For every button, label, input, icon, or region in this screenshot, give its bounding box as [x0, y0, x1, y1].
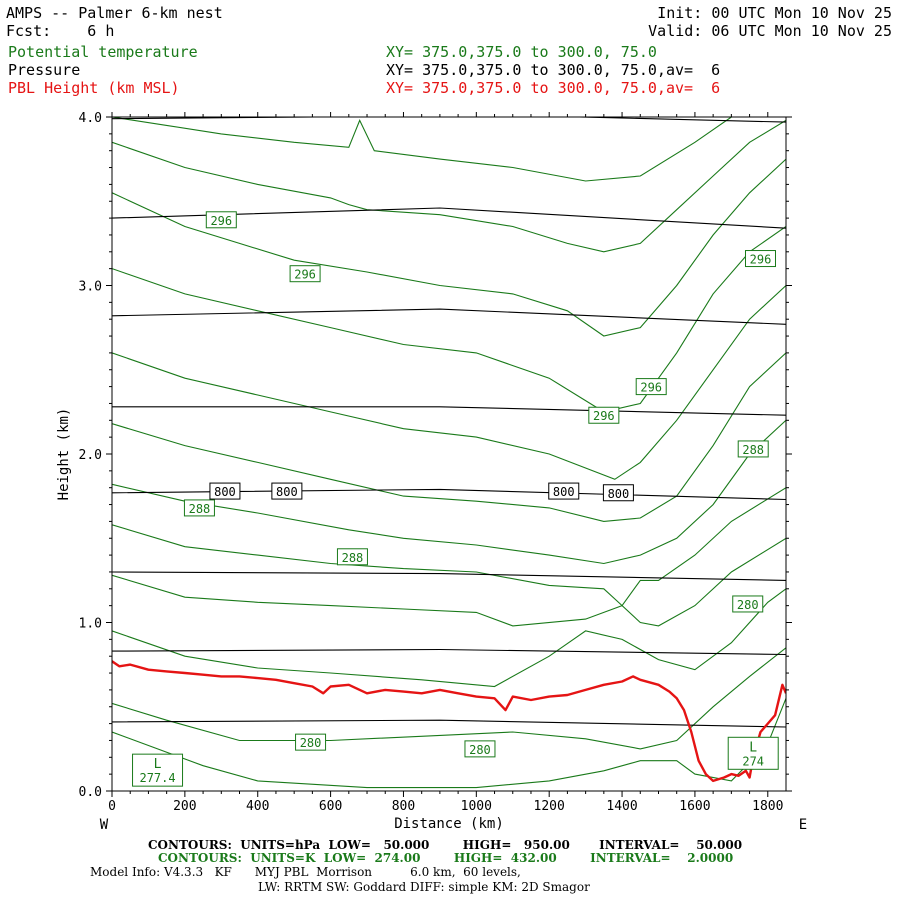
valid-time: Valid: 06 UTC Mon 10 Nov 25: [648, 22, 892, 40]
pressure-contour-line: [112, 117, 786, 123]
legend-pressure-label: Pressure: [8, 61, 81, 79]
low-letter: L: [749, 740, 757, 755]
forecast-hour: Fcst: 6 h: [6, 22, 115, 40]
pbl-height-line: [112, 660, 786, 783]
x-tick-label: 1000: [461, 799, 492, 814]
footer-model-info-2: LW: RRTM SW: Goddard DIFF: simple KM: 2D…: [258, 880, 590, 894]
pressure-label: 800: [214, 485, 236, 499]
low-box: [132, 753, 184, 787]
theta-label-box: [744, 250, 776, 268]
legend-pbl-label: PBL Height (km MSL): [8, 79, 180, 97]
x-tick-label: 400: [246, 799, 269, 814]
y-tick-label: 1.0: [79, 617, 102, 632]
theta-contour-line: [112, 419, 786, 565]
theta-label-box: [205, 211, 237, 229]
theta-label: 296: [640, 381, 662, 395]
low-value: 274: [742, 754, 764, 768]
theta-contour-line: [112, 158, 786, 337]
theta-contours: [112, 117, 786, 789]
pressure-contour-line: [112, 308, 786, 325]
x-tick-label: 0: [108, 799, 116, 814]
pressure-contour-line: [112, 406, 786, 416]
theta-label: 288: [189, 502, 211, 516]
x-tick-label: 600: [319, 799, 342, 814]
theta-label: 296: [593, 409, 615, 423]
footer-theta-contours: CONTOURS: UNITS=K LOW= 274.00 HIGH= 432.…: [158, 851, 734, 865]
pressure-contours: [112, 117, 786, 728]
theta-contour-line: [112, 226, 786, 413]
pressure-contour-line: [112, 648, 786, 656]
theta-label-box: [464, 740, 496, 758]
theta-label-box: [635, 378, 667, 396]
x-tick-label: 200: [173, 799, 196, 814]
x-tick-label: 1400: [606, 799, 637, 814]
init-time: Init: 00 UTC Mon 10 Nov 25: [657, 4, 892, 22]
theta-contour-line: [112, 285, 786, 480]
pressure-label-box: [271, 482, 303, 500]
theta-label: 296: [294, 268, 316, 282]
footer-model-info: Model Info: V4.3.3 KF MYJ PBL Morrison 6…: [90, 865, 521, 879]
theta-label: 288: [742, 443, 764, 457]
pressure-contour-line: [112, 719, 786, 728]
theta-label-box: [732, 595, 764, 613]
low-letter: L: [154, 757, 162, 772]
east-label: E: [799, 817, 807, 833]
theta-contour-line: [112, 588, 786, 688]
theta-label: 280: [737, 598, 759, 612]
theta-label-box: [588, 406, 620, 424]
x-tick-label: 1200: [534, 799, 565, 814]
pressure-label: 800: [553, 485, 575, 499]
pressure-label-box: [209, 482, 241, 500]
theta-label-box: [737, 440, 769, 458]
pressure-label: 800: [608, 487, 630, 501]
theta-label-box: [289, 265, 321, 283]
theta-label: 296: [750, 253, 772, 267]
legend-theta-label: Potential temperature: [8, 43, 198, 61]
legend-pressure-xy: XY= 375.0,375.0 to 300.0, 75.0,av= 6: [386, 61, 721, 79]
legend-pbl-xy: XY= 375.0,375.0 to 300.0, 75.0,av= 6: [386, 79, 721, 97]
theta-contour-line: [112, 352, 786, 522]
pressure-label-box: [602, 484, 634, 502]
theta-contour-line: [112, 537, 786, 627]
theta-contour-line: [112, 647, 786, 750]
low-value: 277.4: [139, 771, 175, 785]
theta-label-box: [295, 733, 327, 751]
pbl-series: [112, 660, 786, 783]
footer-pressure-contours: CONTOURS: UNITS=hPa LOW= 50.000 HIGH= 95…: [148, 838, 743, 852]
low-box: [727, 736, 779, 770]
pressure-contour-line: [112, 571, 786, 581]
theta-label-box: [183, 499, 215, 517]
theta-contour-line: [112, 487, 786, 607]
theta-label: 288: [342, 551, 364, 565]
pressure-label: 800: [276, 485, 298, 499]
y-tick-label: 4.0: [79, 111, 102, 126]
theta-label: 280: [469, 743, 491, 757]
theta-label-box: [336, 548, 368, 566]
y-tick-label: 2.0: [79, 448, 102, 463]
y-tick-label: 0.0: [79, 785, 102, 800]
y-axis-title: Height (km): [56, 408, 72, 501]
x-tick-label: 1800: [752, 799, 783, 814]
theta-label: 280: [300, 736, 322, 750]
x-tick-label: 800: [392, 799, 415, 814]
west-label: W: [100, 817, 109, 833]
x-axis-title: Distance (km): [394, 816, 504, 832]
theta-contour-line: [112, 698, 786, 789]
theta-label: 296: [210, 214, 232, 228]
legend-theta-xy: XY= 375.0,375.0 to 300.0, 75.0: [386, 43, 657, 61]
theta-contour-line: [112, 117, 732, 182]
pressure-label-box: [548, 482, 580, 500]
x-tick-label: 1600: [679, 799, 710, 814]
theta-contour-line: [112, 119, 786, 253]
app-title: AMPS -- Palmer 6-km nest: [6, 4, 223, 22]
y-tick-label: 3.0: [79, 280, 102, 295]
